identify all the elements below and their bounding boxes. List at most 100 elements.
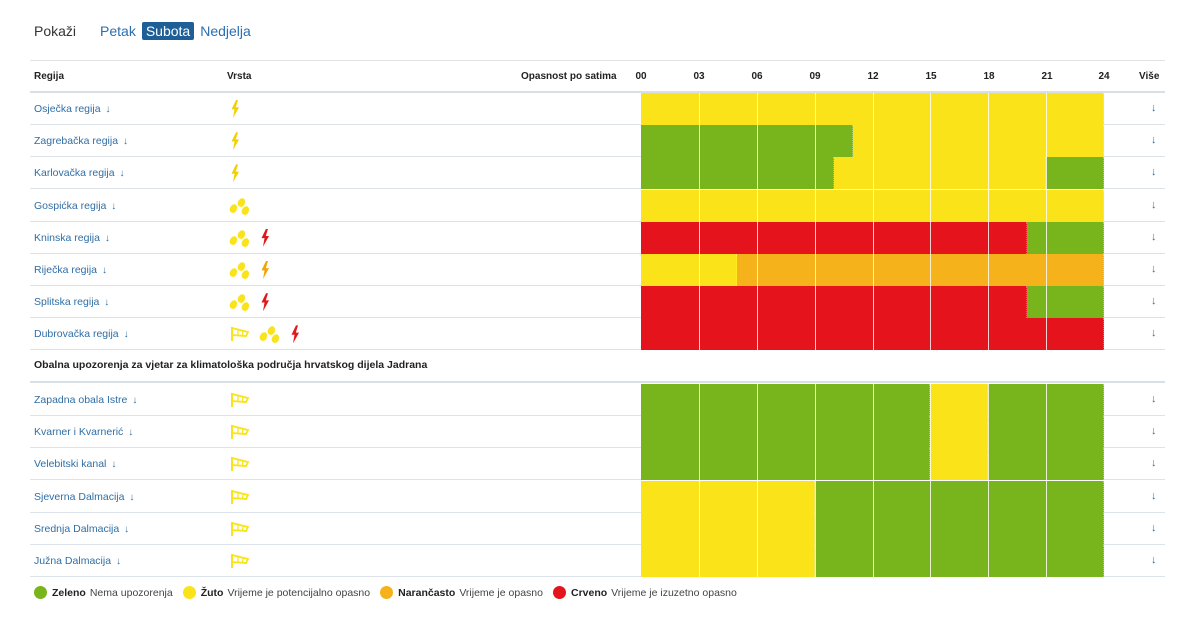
header-hour: 00 <box>635 71 647 82</box>
hourly-danger-bar <box>641 318 1104 351</box>
arrow-down-icon: ↓ <box>101 265 107 276</box>
more-arrow-icon[interactable]: ↓ <box>1151 521 1157 534</box>
table-row: Dubrovačka regija ↓ ↓ <box>30 318 1165 351</box>
region-link[interactable]: Kninska regija ↓ <box>34 232 110 244</box>
region-link[interactable]: Kvarner i Kvarnerić ↓ <box>34 426 133 438</box>
warning-types <box>228 292 270 313</box>
more-arrow-icon[interactable]: ↓ <box>1151 327 1157 340</box>
arrow-down-icon: ↓ <box>119 168 125 180</box>
wind-flag-icon <box>230 424 250 440</box>
more-arrow-icon[interactable]: ↓ <box>1151 489 1157 502</box>
danger-segment-yellow <box>930 448 989 481</box>
legend-item-red: Crveno Vrijeme je izuzetno opasno <box>552 586 737 599</box>
rain-icon <box>228 293 251 313</box>
more-arrow-icon[interactable]: ↓ <box>1151 263 1157 275</box>
region-name: Riječka regija <box>34 264 98 276</box>
more-arrow-icon[interactable]: ↓ <box>1151 198 1157 211</box>
warning-types <box>228 196 251 216</box>
table-header: Regija Vrsta Opasnost po satima 00 03 06… <box>30 60 1165 93</box>
region-link[interactable]: Sjeverna Dalmacija ↓ <box>34 491 134 503</box>
danger-segment-green <box>641 416 931 449</box>
warning-types <box>230 390 250 410</box>
danger-segment-green <box>641 125 854 158</box>
table-row: Srednja Dalmacija ↓ ↓ <box>30 512 1165 545</box>
region-name: Osječka regija <box>34 103 101 115</box>
more-arrow-icon[interactable]: ↓ <box>1151 457 1157 470</box>
region-name: Sjeverna Dalmacija <box>34 490 125 503</box>
legend-name: Žuto <box>200 586 224 599</box>
arrow-down-icon: ↓ <box>122 136 128 148</box>
region-name: Velebitski kanal <box>34 458 107 471</box>
more-arrow-icon[interactable]: ↓ <box>1151 230 1157 243</box>
warning-types <box>230 422 250 442</box>
legend-name: Zeleno <box>52 586 86 599</box>
region-link[interactable]: Karlovačka regija ↓ <box>34 167 124 179</box>
wind-flag-icon <box>230 553 250 569</box>
hourly-danger-bar <box>641 189 1104 222</box>
arrow-down-icon: ↓ <box>111 459 117 471</box>
region-link[interactable]: Osječka regija ↓ <box>34 103 110 115</box>
header-region: Regija <box>34 71 65 82</box>
legend-description: Vrijeme je potencijalno opasno <box>227 586 371 599</box>
table-row: Karlovačka regija ↓ ↓ <box>30 157 1165 190</box>
arrow-down-icon: ↓ <box>115 556 121 567</box>
region-name: Zagrebačka regija <box>34 135 119 148</box>
region-link[interactable]: Srednja Dalmacija ↓ <box>34 523 129 535</box>
lightning-icon <box>261 228 269 247</box>
hourly-danger-bar <box>641 254 1104 286</box>
danger-segment-green <box>1026 286 1104 319</box>
more-arrow-icon[interactable]: ↓ <box>1151 102 1157 114</box>
more-arrow-icon[interactable]: ↓ <box>1151 425 1157 438</box>
table-row: Zagrebačka regija ↓ ↓ <box>30 125 1165 158</box>
wind-flag-icon <box>230 326 250 342</box>
warning-types <box>230 454 250 474</box>
legend-description: Vrijeme je izuzetno opasno <box>611 586 737 599</box>
green-dot-icon <box>34 586 47 599</box>
danger-segment-green <box>988 384 1104 416</box>
header-more: Više <box>1139 71 1160 82</box>
danger-segment-yellow <box>853 125 1104 158</box>
warning-types <box>228 260 270 281</box>
region-link[interactable]: Riječka regija ↓ <box>34 264 107 276</box>
danger-segment-green <box>814 512 1104 545</box>
day-tab-subota[interactable]: Subota <box>141 22 195 40</box>
region-name: Kninska regija <box>34 231 100 244</box>
more-arrow-icon[interactable]: ↓ <box>1151 166 1157 179</box>
arrow-down-icon: ↓ <box>129 491 135 503</box>
more-arrow-icon[interactable]: ↓ <box>1151 134 1157 147</box>
hourly-danger-bar <box>641 157 1104 190</box>
region-link[interactable]: Zapadna obala Istre ↓ <box>34 394 137 406</box>
day-tab-nedjelja[interactable]: Nedjelja <box>200 23 251 39</box>
region-link[interactable]: Gospićka regija ↓ <box>34 200 116 212</box>
danger-segment-yellow <box>641 480 815 513</box>
more-arrow-icon[interactable]: ↓ <box>1151 393 1157 405</box>
hourly-danger-bar <box>641 416 1104 449</box>
danger-segment-green <box>988 448 1104 481</box>
danger-segment-green <box>641 157 834 190</box>
table-row: Osječka regija ↓ ↓ <box>30 93 1165 125</box>
orange-dot-icon <box>380 586 394 599</box>
day-tab-petak[interactable]: Petak <box>100 23 136 39</box>
warning-types <box>230 131 240 151</box>
arrow-down-icon: ↓ <box>132 395 138 406</box>
danger-segment-yellow <box>641 545 815 577</box>
region-link[interactable]: Zagrebačka regija ↓ <box>34 135 128 147</box>
region-link[interactable]: Dubrovačka regija ↓ <box>34 328 129 340</box>
region-link[interactable]: Južna Dalmacija ↓ <box>34 555 121 567</box>
region-name: Južna Dalmacija <box>34 555 112 567</box>
hourly-danger-bar <box>641 480 1104 513</box>
section-divider <box>30 381 1165 383</box>
hourly-danger-bar <box>641 93 1104 125</box>
header-hour: 15 <box>925 71 937 82</box>
wind-flag-icon <box>230 521 250 537</box>
yellow-dot-icon <box>182 586 196 599</box>
danger-segment-yellow <box>641 93 1104 125</box>
more-arrow-icon[interactable]: ↓ <box>1151 295 1157 308</box>
region-name: Splitska regija <box>34 296 100 309</box>
region-link[interactable]: Splitska regija ↓ <box>34 296 109 308</box>
arrow-down-icon: ↓ <box>128 427 134 439</box>
region-link[interactable]: Velebitski kanal ↓ <box>34 458 116 470</box>
rain-icon <box>228 196 251 216</box>
hourly-danger-bar <box>641 286 1104 319</box>
more-arrow-icon[interactable]: ↓ <box>1151 554 1157 566</box>
